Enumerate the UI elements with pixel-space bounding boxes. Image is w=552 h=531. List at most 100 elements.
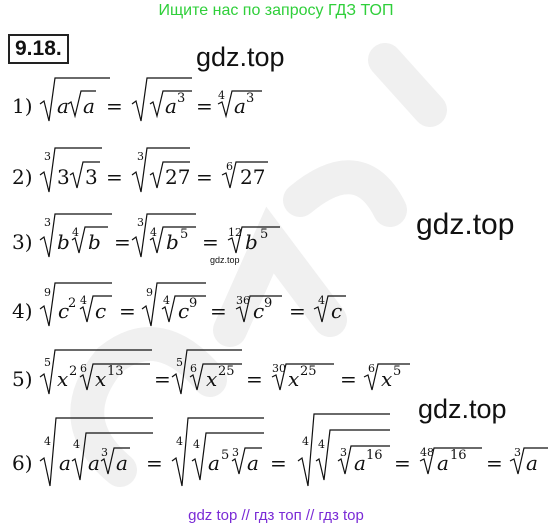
svg-text:=: = <box>246 367 263 391</box>
svg-text:c: c <box>58 299 69 323</box>
svg-text:6: 6 <box>190 362 197 375</box>
svg-text:9: 9 <box>146 286 153 299</box>
svg-text:a: a <box>234 94 246 118</box>
svg-text:5: 5 <box>221 448 229 463</box>
svg-text:9: 9 <box>189 296 197 311</box>
svg-text:3: 3 <box>246 91 254 106</box>
svg-text:a: a <box>354 451 366 475</box>
svg-text:5: 5 <box>260 227 268 242</box>
svg-text:4: 4 <box>318 294 325 307</box>
svg-text:4: 4 <box>176 435 183 448</box>
svg-text:=: = <box>202 230 219 254</box>
svg-text:a: a <box>116 451 128 475</box>
svg-text:a: a <box>437 451 449 475</box>
svg-text:3: 3 <box>44 150 51 163</box>
svg-text:a: a <box>59 451 71 475</box>
svg-text:=: = <box>394 451 411 475</box>
svg-text:3: 3 <box>137 216 144 229</box>
svg-text:=: = <box>196 165 213 189</box>
svg-text:x: x <box>288 367 299 391</box>
svg-text:36: 36 <box>236 294 250 307</box>
svg-text:a: a <box>208 451 220 475</box>
svg-text:c: c <box>178 299 189 323</box>
svg-text:4: 4 <box>218 89 225 102</box>
svg-text:=: = <box>340 367 357 391</box>
watermark-1: gdz.top <box>196 42 285 72</box>
svg-text:27: 27 <box>165 165 190 189</box>
svg-text:13: 13 <box>107 364 124 379</box>
svg-text:b: b <box>57 230 70 254</box>
item-label-4: 4) <box>12 299 33 323</box>
svg-text:c: c <box>331 299 342 323</box>
svg-text:=: = <box>146 451 163 475</box>
svg-text:3: 3 <box>44 216 51 229</box>
svg-text:=: = <box>106 94 123 118</box>
svg-text:4: 4 <box>318 438 325 451</box>
item-label-1: 1) <box>12 94 33 118</box>
svg-text:4: 4 <box>302 435 309 448</box>
svg-text:=: = <box>486 451 503 475</box>
svg-text:b: b <box>245 230 258 254</box>
watermark-2: gdz.top <box>416 208 515 241</box>
svg-text:=: = <box>106 165 123 189</box>
svg-text:a: a <box>88 451 100 475</box>
problem-number: 9.18. <box>8 34 69 64</box>
svg-text:4: 4 <box>72 226 79 239</box>
svg-text:16: 16 <box>450 448 467 463</box>
svg-text:x: x <box>95 367 106 391</box>
svg-text:c: c <box>253 299 264 323</box>
svg-text:6: 6 <box>80 362 87 375</box>
svg-text:=: = <box>114 230 131 254</box>
footer: gdz top // гдз топ // гдз top <box>188 507 364 524</box>
svg-text:25: 25 <box>218 364 235 379</box>
svg-text:16: 16 <box>366 448 383 463</box>
svg-text:5: 5 <box>393 364 401 379</box>
svg-text:12: 12 <box>228 226 242 239</box>
top-banner: Ищите нас по запросу ГДЗ ТОП <box>158 2 394 19</box>
svg-text:=: = <box>154 367 171 391</box>
svg-text:c: c <box>95 299 106 323</box>
item-label-3: 3) <box>12 230 33 254</box>
svg-text:5: 5 <box>180 227 188 242</box>
svg-text:3: 3 <box>101 446 108 459</box>
svg-text:3: 3 <box>177 91 185 106</box>
item-label-5: 5) <box>12 367 33 391</box>
svg-text:=: = <box>289 299 306 323</box>
svg-text:4: 4 <box>150 226 157 239</box>
svg-text:27: 27 <box>240 165 265 189</box>
svg-text:4: 4 <box>44 435 51 448</box>
svg-text:=: = <box>270 451 287 475</box>
svg-text:=: = <box>210 299 227 323</box>
svg-text:9: 9 <box>264 296 272 311</box>
svg-text:6: 6 <box>226 160 233 173</box>
svg-text:5: 5 <box>176 356 183 369</box>
item-label-6: 6) <box>12 451 33 475</box>
svg-text:b: b <box>166 230 179 254</box>
svg-text:a: a <box>526 451 538 475</box>
item-label-2: 2) <box>12 165 33 189</box>
svg-text:2: 2 <box>68 296 76 311</box>
svg-text:30: 30 <box>272 362 286 375</box>
svg-text:a: a <box>247 451 259 475</box>
svg-text:3: 3 <box>514 446 521 459</box>
svg-text:9: 9 <box>44 286 51 299</box>
svg-text:2: 2 <box>69 364 77 379</box>
svg-text:4: 4 <box>73 438 80 451</box>
svg-text:3: 3 <box>340 446 347 459</box>
svg-text:x: x <box>206 367 217 391</box>
svg-text:6: 6 <box>368 362 375 375</box>
svg-text:4: 4 <box>193 438 200 451</box>
svg-text:b: b <box>88 230 101 254</box>
svg-text:5: 5 <box>44 356 51 369</box>
watermark-3: gdz.top <box>418 394 507 424</box>
svg-text:x: x <box>57 367 68 391</box>
svg-text:a: a <box>57 94 69 118</box>
svg-text:3: 3 <box>85 165 98 189</box>
